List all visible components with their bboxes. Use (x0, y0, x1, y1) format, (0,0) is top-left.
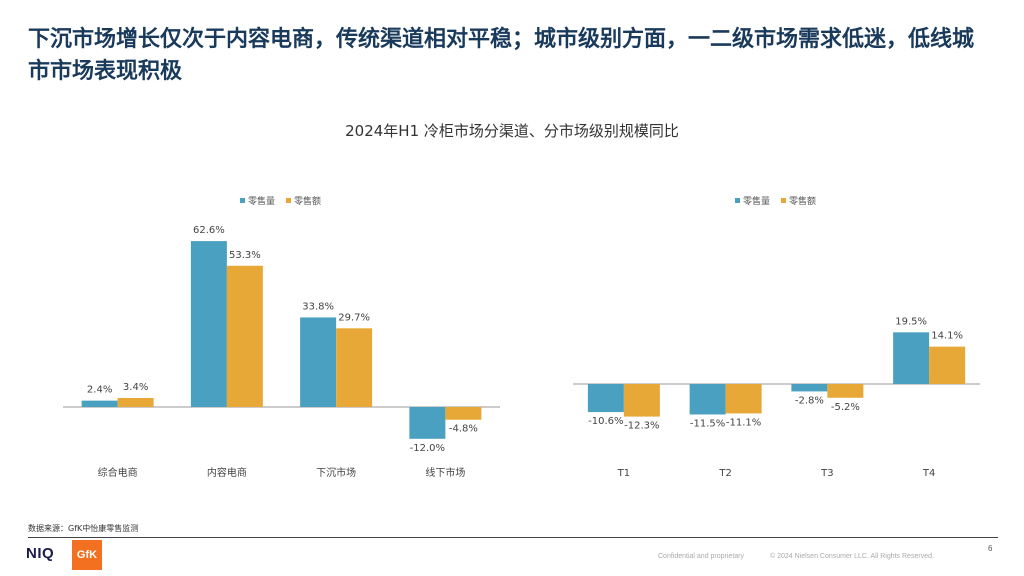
legend-label-1: 零售量 (743, 195, 770, 207)
bar-T3-零售量 (791, 384, 828, 392)
value-label: -12.3% (624, 421, 659, 432)
legend-swatch-1 (240, 198, 245, 203)
bar-T3-零售额 (827, 384, 864, 398)
bar-综合电商-零售额 (117, 397, 154, 407)
bar-线下市场-零售额 (445, 407, 482, 420)
value-label: -10.6% (588, 416, 623, 427)
value-label: -12.0% (410, 443, 445, 454)
value-label: 14.1% (931, 331, 963, 342)
value-label: 33.8% (302, 301, 334, 312)
page-headline: 下沉市场增长仅次于内容电商，传统渠道相对平稳；城市级别方面，一二级市场需求低迷，… (28, 27, 975, 84)
data-source: 数据来源：GfK中怡康零售监测 (28, 524, 139, 533)
value-label: 19.5% (895, 316, 927, 327)
value-label: 29.7% (338, 312, 370, 323)
category-label: 下沉市场 (316, 466, 356, 479)
chart-1: 零售量 零售额 2.4% 3.4% 综合电商 62.6% 53.3% 内容电商 33.8% 29.… (63, 195, 500, 479)
value-label: 53.3% (229, 250, 261, 261)
legend-label-2: 零售额 (789, 195, 816, 207)
bar-T1-零售量 (587, 384, 624, 413)
bar-下沉市场-零售额 (336, 328, 373, 407)
footer-divider (28, 537, 998, 538)
legend-swatch-2 (781, 198, 786, 203)
category-label: 线下市场 (425, 466, 465, 479)
value-label: -2.8% (795, 395, 824, 406)
legend-label-2: 零售额 (294, 195, 321, 207)
bar-综合电商-零售量 (81, 400, 118, 407)
category-label: 综合电商 (98, 466, 138, 479)
bar-线下市场-零售量 (409, 407, 446, 439)
bar-内容电商-零售量 (190, 241, 227, 407)
bar-T1-零售额 (623, 384, 660, 417)
bar-下沉市场-零售量 (300, 317, 337, 407)
value-label: -11.1% (726, 417, 761, 428)
category-label: T3 (820, 468, 833, 479)
bar-T4-零售额 (929, 346, 966, 384)
gfk-logo: GfK (72, 540, 102, 570)
value-label: 62.6% (193, 225, 225, 236)
legend-swatch-2 (286, 198, 291, 203)
category-label: T4 (922, 468, 935, 479)
value-label: -5.2% (831, 402, 860, 413)
legend-swatch-1 (735, 198, 740, 203)
copyright-note: © 2024 Nielsen Consumer LLC. All Rights … (770, 553, 934, 560)
bar-T2-零售量 (689, 384, 726, 415)
value-label: -11.5% (690, 418, 725, 429)
chart-title: 2024年H1 冷柜市场分渠道、分市场级别规模同比 (345, 122, 679, 140)
confidential-note: Confidential and proprietary (658, 553, 744, 560)
chart-2: 零售量 零售额 -10.6% -12.3% T1 -11.5% -11.1% T2 -2.8%-… (573, 195, 980, 479)
bar-内容电商-零售额 (226, 265, 263, 407)
page-number: 6 (988, 544, 993, 553)
category-label: T2 (718, 468, 731, 479)
category-label: T1 (617, 468, 630, 479)
value-label: -4.8% (449, 424, 478, 435)
bar-T4-零售量 (893, 332, 930, 384)
legend-label-1: 零售量 (248, 195, 275, 207)
niq-logo: NIQ (26, 545, 55, 562)
category-label: 内容电商 (207, 466, 247, 479)
value-label: 2.4% (87, 385, 112, 396)
bar-T2-零售额 (725, 384, 762, 414)
value-label: 3.4% (123, 382, 148, 393)
